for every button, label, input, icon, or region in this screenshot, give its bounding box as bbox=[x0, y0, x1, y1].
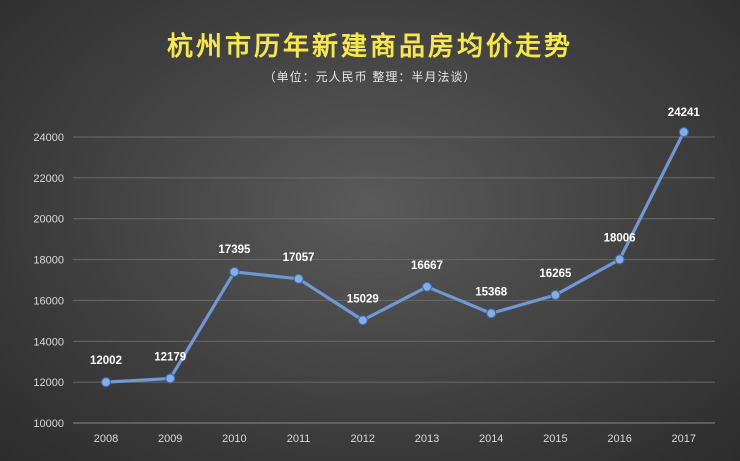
data-point bbox=[165, 373, 176, 384]
y-tick-label: 20000 bbox=[33, 214, 64, 226]
data-labels: 12002 12179 17395 17057 15029 16667 15368 16265… bbox=[90, 107, 700, 367]
data-label: 17395 bbox=[218, 244, 251, 256]
data-label: 12002 bbox=[90, 355, 122, 367]
x-tick-label: 2014 bbox=[479, 433, 503, 445]
data-point bbox=[486, 308, 497, 319]
data-label: 24241 bbox=[668, 107, 701, 119]
x-axis-ticks: 2008 2009 2010 2011 2012 2013 2014 2015 2016 2017 bbox=[94, 433, 696, 445]
x-tick-label: 2016 bbox=[607, 433, 631, 445]
gridlines bbox=[73, 136, 715, 424]
x-tick-label: 2011 bbox=[287, 433, 311, 445]
data-point bbox=[100, 377, 112, 388]
data-label: 16265 bbox=[539, 268, 572, 280]
data-label: 15029 bbox=[347, 293, 379, 305]
series-line bbox=[104, 130, 686, 384]
y-tick-label: 24000 bbox=[33, 132, 64, 144]
chart-title: 杭州市历年新建商品房均价走势 bbox=[166, 32, 573, 62]
x-tick-label: 2010 bbox=[222, 433, 246, 445]
x-tick-label: 2008 bbox=[94, 433, 118, 445]
y-tick-label: 16000 bbox=[33, 295, 64, 307]
y-tick-label: 18000 bbox=[33, 255, 64, 267]
y-tick-label: 14000 bbox=[33, 336, 64, 348]
series-line bbox=[104, 130, 686, 384]
data-label: 17057 bbox=[283, 252, 315, 264]
y-tick-label: 12000 bbox=[33, 377, 64, 389]
x-tick-label: 2017 bbox=[672, 433, 696, 445]
data-label: 15368 bbox=[475, 286, 508, 298]
data-label: 12179 bbox=[154, 351, 186, 363]
y-axis-ticks: 10000 12000 14000 16000 18000 20000 22000 24000 bbox=[33, 132, 64, 430]
data-point bbox=[614, 254, 625, 265]
x-tick-label: 2013 bbox=[415, 433, 439, 445]
x-tick-label: 2012 bbox=[351, 433, 375, 445]
chart-subtitle: （单位：元人民币 整理：半月法谈） bbox=[263, 70, 477, 84]
data-point bbox=[421, 281, 433, 292]
data-points bbox=[100, 126, 689, 388]
y-tick-label: 10000 bbox=[33, 418, 64, 430]
data-point bbox=[229, 266, 240, 278]
data-label: 18006 bbox=[604, 232, 636, 244]
y-tick-label: 22000 bbox=[33, 173, 64, 185]
data-point bbox=[357, 315, 368, 326]
data-label: 16667 bbox=[411, 260, 443, 272]
x-tick-label: 2009 bbox=[158, 433, 182, 445]
data-point bbox=[550, 289, 561, 301]
x-tick-label: 2015 bbox=[543, 433, 567, 445]
data-point bbox=[293, 273, 304, 284]
data-point bbox=[678, 126, 689, 138]
